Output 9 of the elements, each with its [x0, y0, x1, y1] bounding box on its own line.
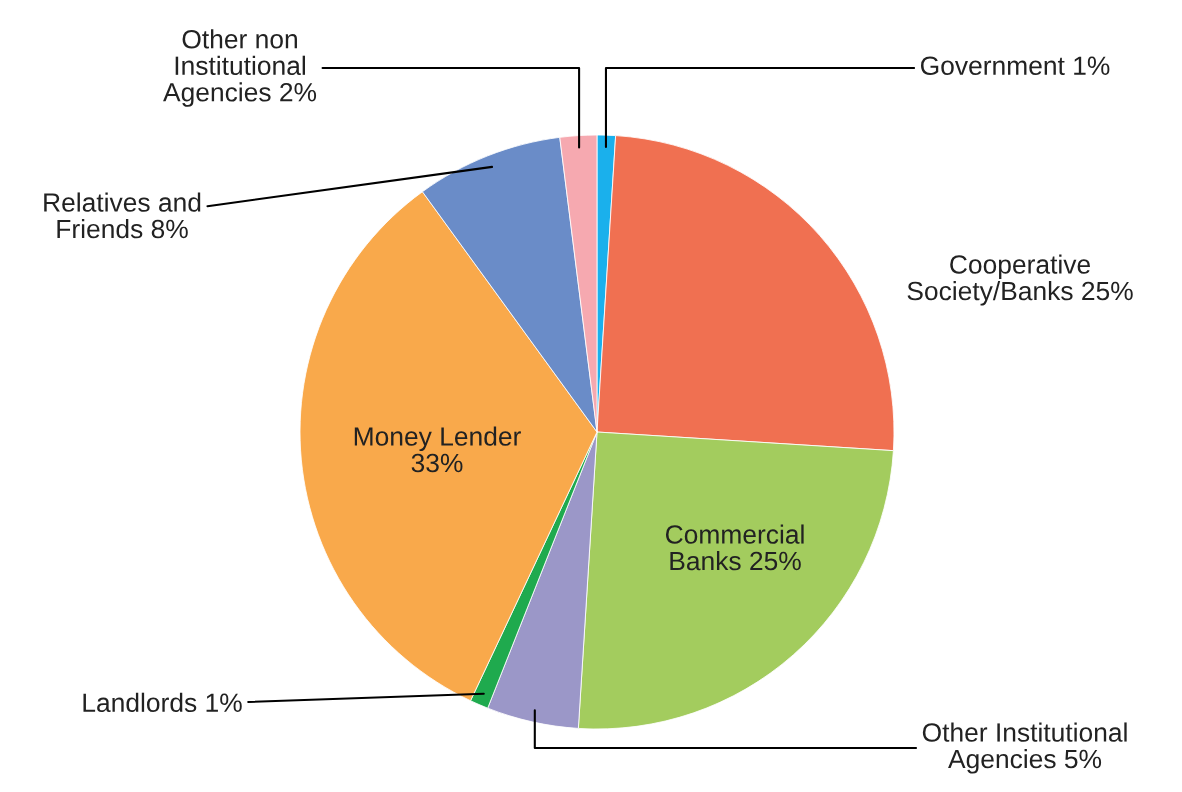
slice-label: Relatives and Friends 8%	[44, 192, 201, 239]
slice-label: Government 1%	[921, 56, 1110, 76]
slice-label: Other non Institutional Agencies 2%	[163, 29, 317, 107]
slice-label: Landlords 1%	[83, 692, 242, 713]
slice-label: Commercial Banks 25%	[665, 524, 804, 571]
slice-label: Other Institutional Agencies 5%	[922, 722, 1127, 774]
slice-label: Money Lender	[354, 426, 521, 452]
data-label: 33%	[411, 453, 463, 473]
slice-label: Cooperative Society/Banks 25%	[907, 254, 1133, 306]
